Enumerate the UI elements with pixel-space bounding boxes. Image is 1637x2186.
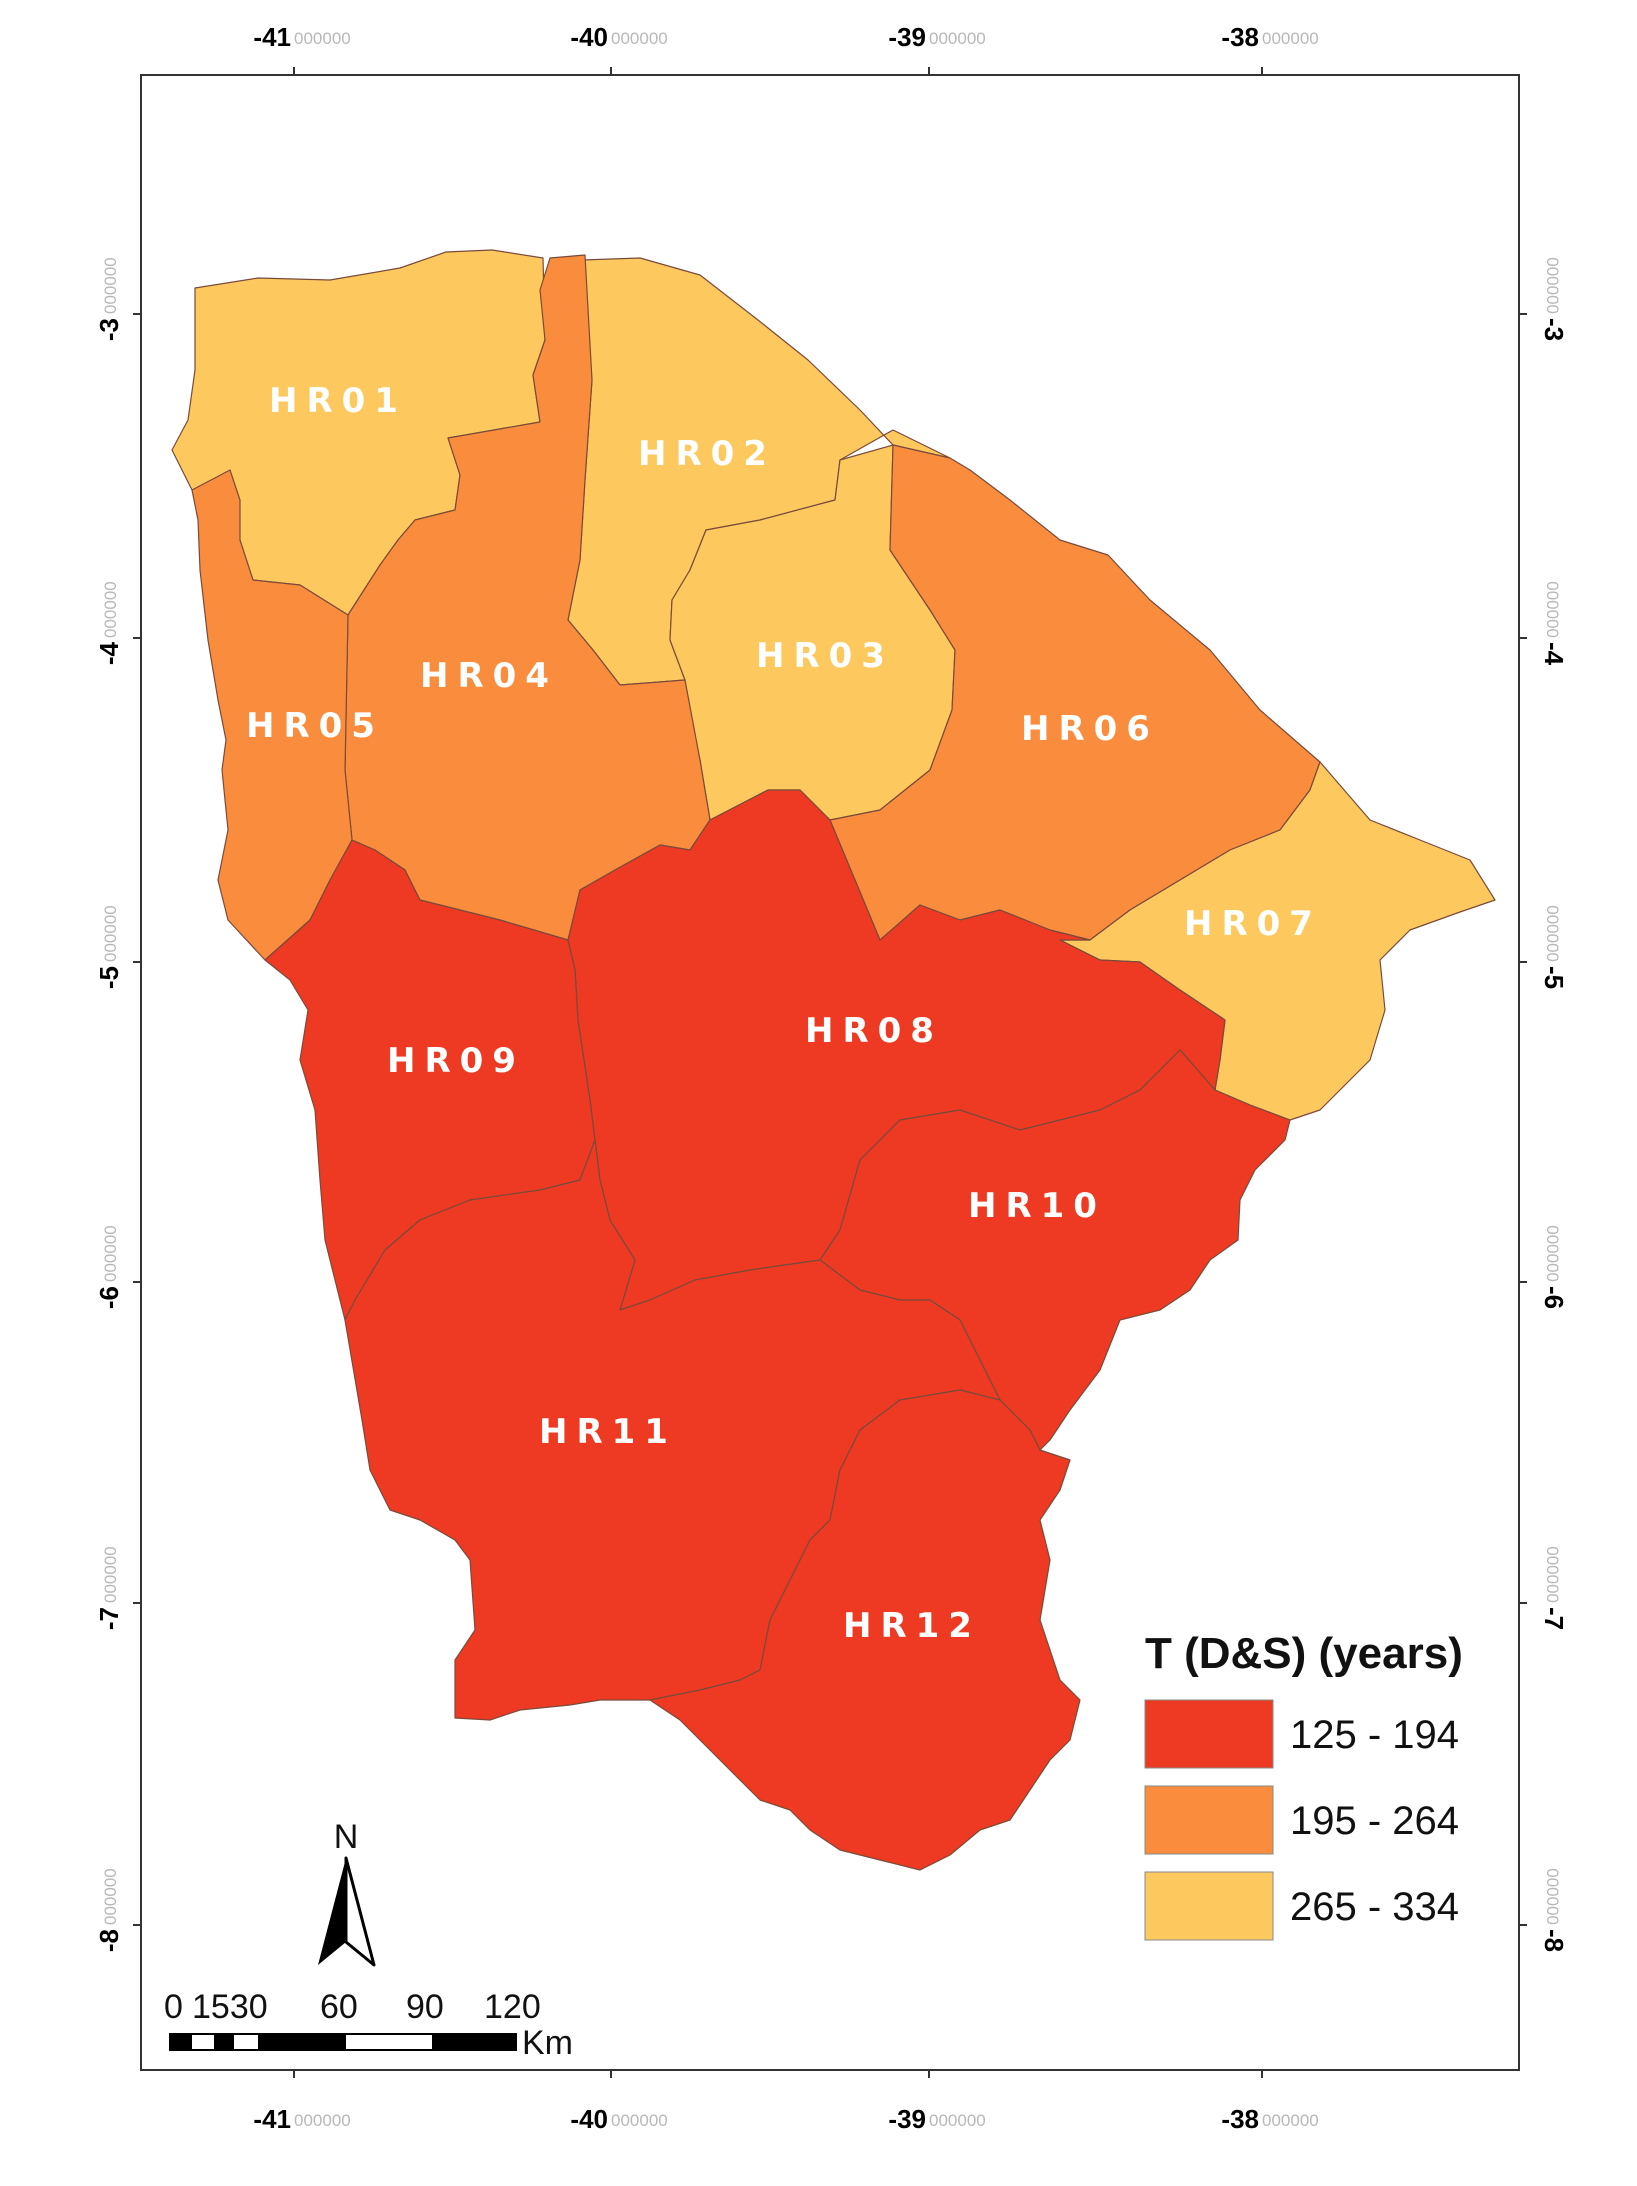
lat-tick-right-minor: 000000	[1543, 1546, 1562, 1603]
scale-label: 0	[164, 1988, 183, 2026]
label-hr01: HR01	[269, 381, 407, 421]
lat-tick-left-major: -8	[94, 1929, 124, 1952]
lon-tick-bottom-minor: 000000	[1262, 2111, 1319, 2130]
lon-tick-bottom-major: -40	[570, 2104, 608, 2134]
lat-tick-left-major: -6	[94, 1286, 124, 1309]
lat-tick-right-major: -6	[1539, 1286, 1569, 1309]
lat-tick-left-minor: 000000	[101, 1225, 120, 1282]
lon-tick-bottom-major: -38	[1221, 2104, 1259, 2134]
longitude-labels-bottom: -41 000000 -40 000000 -39 000000 -38 000…	[253, 2104, 1318, 2134]
label-hr12: HR12	[843, 1606, 981, 1646]
lat-tick-right-major: -3	[1539, 318, 1569, 341]
lon-tick-top-major: -41	[253, 22, 291, 52]
scale-unit: Km	[522, 2024, 573, 2062]
lat-tick-left-major: -4	[94, 641, 124, 665]
lon-tick-top-minor: 000000	[294, 29, 351, 48]
lat-tick-left-minor: 000000	[101, 1546, 120, 1603]
region-labels: HR01 HR02 HR03 HR04 HR05 HR06 HR07 HR08 …	[246, 381, 1322, 1646]
scale-label: 90	[406, 1988, 444, 2026]
lat-tick-left-minor: 000000	[101, 905, 120, 962]
legend-label: 195 - 264	[1290, 1799, 1459, 1843]
label-hr05: HR05	[246, 706, 384, 746]
longitude-labels-top: -41 000000 -40 000000 -39 000000 -38 000…	[253, 22, 1318, 52]
latitude-labels-right: -3 000000 -4 000000 -5 000000 -6 000000 …	[1539, 257, 1569, 1952]
scale-label: 120	[484, 1988, 541, 2026]
label-hr08: HR08	[805, 1011, 943, 1051]
lat-tick-right-major: -7	[1539, 1607, 1569, 1630]
legend-label: 125 - 194	[1290, 1713, 1459, 1757]
lon-tick-top-minor: 000000	[929, 29, 986, 48]
scale-label: 1530	[192, 1988, 268, 2026]
lon-tick-top-major: -40	[570, 22, 608, 52]
lon-tick-top-major: -38	[1221, 22, 1259, 52]
lat-tick-right-minor: 000000	[1543, 1225, 1562, 1282]
legend-swatch	[1144, 1699, 1274, 1769]
legend-label: 265 - 334	[1290, 1885, 1459, 1929]
label-hr11: HR11	[539, 1412, 677, 1452]
lat-tick-left-minor: 000000	[101, 581, 120, 638]
region-hr12[interactable]	[649, 1389, 1081, 1871]
lon-tick-bottom-minor: 000000	[611, 2111, 668, 2130]
legend-swatch	[1144, 1785, 1274, 1855]
lon-tick-top-minor: 000000	[1262, 29, 1319, 48]
lat-tick-left-major: -5	[94, 966, 124, 989]
label-hr04: HR04	[420, 656, 558, 696]
lon-tick-bottom-major: -41	[253, 2104, 291, 2134]
lon-tick-bottom-minor: 000000	[929, 2111, 986, 2130]
north-arrow-icon	[318, 1856, 376, 1967]
lon-tick-top-major: -39	[888, 22, 926, 52]
north-arrow: N	[318, 1818, 376, 1967]
lat-tick-right-minor: 000000	[1543, 581, 1562, 638]
scale-bar: 0 1530 60 90 120 Km	[164, 1988, 573, 2062]
scale-label: 60	[320, 1988, 358, 2026]
lat-tick-right-major: -8	[1539, 1929, 1569, 1952]
lon-tick-top-minor: 000000	[611, 29, 668, 48]
lat-tick-right-minor: 000000	[1543, 905, 1562, 962]
lat-tick-right-minor: 000000	[1543, 1868, 1562, 1925]
label-hr03: HR03	[756, 636, 894, 676]
lat-tick-right-major: -5	[1539, 966, 1569, 989]
lat-tick-right-major: -4	[1539, 642, 1569, 666]
lat-tick-left-major: -7	[94, 1607, 124, 1630]
label-hr07: HR07	[1184, 904, 1322, 944]
lat-tick-left-minor: 000000	[101, 1868, 120, 1925]
lat-tick-left-major: -3	[94, 318, 124, 341]
legend: T (D&S) (years) 125 - 194 195 - 264 265 …	[1144, 1629, 1463, 1941]
label-hr06: HR06	[1021, 709, 1159, 749]
lat-tick-left-minor: 000000	[101, 257, 120, 314]
label-hr10: HR10	[968, 1186, 1106, 1226]
label-hr02: HR02	[638, 434, 776, 474]
lon-tick-bottom-major: -39	[888, 2104, 926, 2134]
legend-swatch	[1144, 1871, 1274, 1941]
label-hr09: HR09	[387, 1041, 525, 1081]
north-label: N	[334, 1818, 359, 1856]
legend-title: T (D&S) (years)	[1145, 1629, 1463, 1678]
lon-tick-bottom-minor: 000000	[294, 2111, 351, 2130]
regions-layer	[171, 249, 1496, 1871]
graticule-ticks	[133, 67, 1527, 2078]
lat-tick-right-minor: 000000	[1543, 257, 1562, 314]
latitude-labels-left: -3 000000 -4 000000 -5 000000 -6 000000 …	[94, 257, 124, 1952]
